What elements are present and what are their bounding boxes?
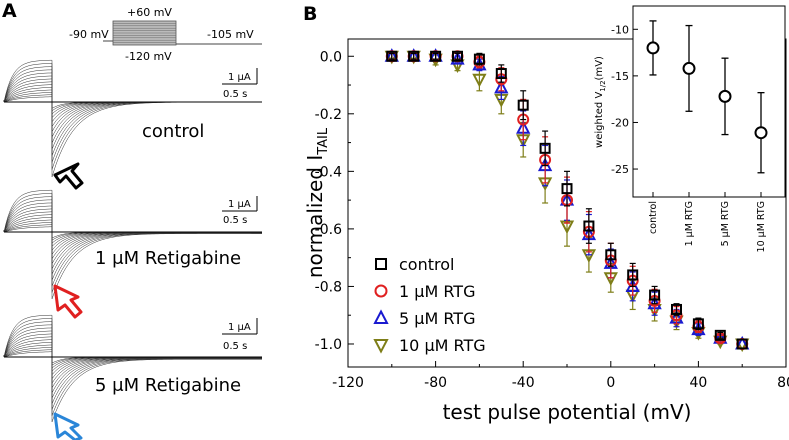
inset-ylabel-unit: (mV) — [594, 56, 605, 80]
current-trace — [3, 75, 262, 144]
inset-y-tick-label: -20 — [611, 116, 629, 129]
current-trace — [3, 196, 262, 287]
trace-label-5um: 5 μM Retigabine — [95, 375, 241, 396]
legend-marker — [375, 258, 387, 270]
inset-data-point — [646, 41, 660, 55]
scalebar-1: 1 μA 0.5 s — [222, 68, 258, 100]
x-axis-label: test pulse potential (mV) — [443, 400, 692, 424]
current-trace — [3, 69, 262, 156]
data-point — [472, 73, 487, 88]
data-point — [517, 99, 529, 111]
y-axis-label-sub: TAIL — [316, 127, 331, 156]
panel-b-letter: B — [303, 3, 317, 25]
series-0 — [386, 50, 748, 350]
x-tick-label: 40 — [689, 375, 707, 391]
y-tick-label: -0.6 — [315, 222, 342, 238]
current-trace — [3, 193, 262, 293]
inset-y-tick-label: -10 — [611, 23, 629, 36]
inset-y-tick-label: -25 — [611, 163, 629, 176]
current-trace — [3, 314, 262, 423]
data-point — [386, 50, 398, 62]
legend-label: 1 μM RTG — [399, 282, 475, 301]
trace-label-1um: 1 μM Retigabine — [95, 248, 241, 269]
protocol-top-label: +60 mV — [127, 6, 172, 19]
legend-marker — [374, 284, 388, 298]
legend: control 1 μM RTG 5 μM RTG 10 μM RTG — [373, 255, 486, 355]
data-point — [736, 338, 748, 350]
current-traces — [3, 59, 262, 423]
data-point — [627, 269, 639, 281]
scalebar-1-time: 0.5 s — [223, 89, 247, 100]
arrow-1um-icon — [53, 284, 83, 319]
legend-marker — [373, 339, 389, 354]
inset-data-point — [682, 61, 696, 75]
data-point — [430, 50, 442, 62]
inset-ylabel-main: weighted V — [594, 92, 605, 148]
data-point — [649, 289, 661, 301]
inset-x-tick-label: 1 μM RTG — [684, 201, 695, 246]
y-tick-label: -1.0 — [315, 337, 342, 353]
x-tick-label: 0 — [606, 375, 615, 391]
data-point — [605, 249, 617, 261]
data-point — [408, 50, 420, 62]
current-trace — [3, 59, 262, 178]
legend-label: control — [399, 255, 454, 274]
data-point — [450, 50, 465, 65]
arrow-5um-icon — [53, 412, 83, 440]
panel-a-letter: A — [2, 0, 17, 22]
x-tick-label: -80 — [424, 375, 447, 391]
y-tick-label: 0.0 — [320, 49, 342, 65]
trace-label-control: control — [142, 121, 204, 142]
inset-data-point — [754, 126, 768, 140]
arrow-control-icon — [53, 162, 84, 190]
scalebar-3-time: 0.5 s — [223, 341, 247, 352]
x-tick-label: 80 — [777, 375, 789, 391]
inset-y-axis-label: weighted V1/2(mV) — [594, 56, 607, 148]
current-trace — [3, 321, 262, 410]
scalebar-2: 1 μA 0.5 s — [222, 196, 258, 226]
inset-ylabel-sub: 1/2 — [599, 80, 607, 91]
data-point — [671, 303, 682, 315]
inset-chart: -10 -15 -20 -25 control 1 μM RTG 5 μM RTG 10 μ… — [594, 5, 786, 252]
data-point — [494, 79, 509, 94]
inset-data-point — [718, 89, 732, 103]
legend-marker — [373, 309, 389, 324]
data-point — [692, 318, 704, 330]
legend-label: 10 μM RTG — [399, 336, 486, 355]
y-axis-label: normalized ITAIL — [303, 127, 331, 278]
protocol-tail-label: -105 mV — [207, 28, 254, 41]
current-trace — [3, 66, 262, 163]
inset-frame — [632, 5, 786, 198]
y-tick-label: -0.2 — [315, 107, 342, 123]
data-point — [583, 220, 595, 232]
current-trace — [3, 318, 262, 416]
data-point — [473, 53, 485, 65]
x-tick-label: -120 — [332, 375, 364, 391]
data-point — [539, 142, 551, 154]
inset-x-tick-label: 5 μM RTG — [720, 201, 731, 246]
y-axis-label-main: normalized I — [303, 155, 327, 278]
y-tick-label: -0.8 — [315, 279, 342, 295]
scalebar-2-time: 0.5 s — [223, 215, 247, 226]
scalebar-2-amp: 1 μA — [228, 199, 251, 210]
data-point — [561, 183, 573, 195]
inset-x-tick-label: 10 μM RTG — [756, 201, 767, 252]
protocol-hold-label: -90 mV — [69, 28, 109, 41]
scalebar-3-amp: 1 μA — [228, 322, 251, 333]
y-tick-label: -0.4 — [315, 164, 342, 180]
voltage-protocol: -90 mV +60 mV -120 mV -105 mV — [69, 6, 262, 63]
x-tick-label: -40 — [512, 375, 535, 391]
scalebar-3: 1 μA 0.5 s — [222, 318, 258, 352]
protocol-bottom-label: -120 mV — [125, 50, 172, 63]
data-point — [452, 50, 463, 62]
scalebar-1-amp: 1 μA — [228, 72, 251, 83]
data-point — [714, 329, 726, 341]
inset-x-tick-label: control — [648, 201, 659, 234]
legend-label: 5 μM RTG — [399, 309, 475, 328]
inset-y-tick-label: -15 — [611, 70, 629, 83]
current-trace — [3, 189, 262, 300]
data-point — [495, 68, 507, 80]
